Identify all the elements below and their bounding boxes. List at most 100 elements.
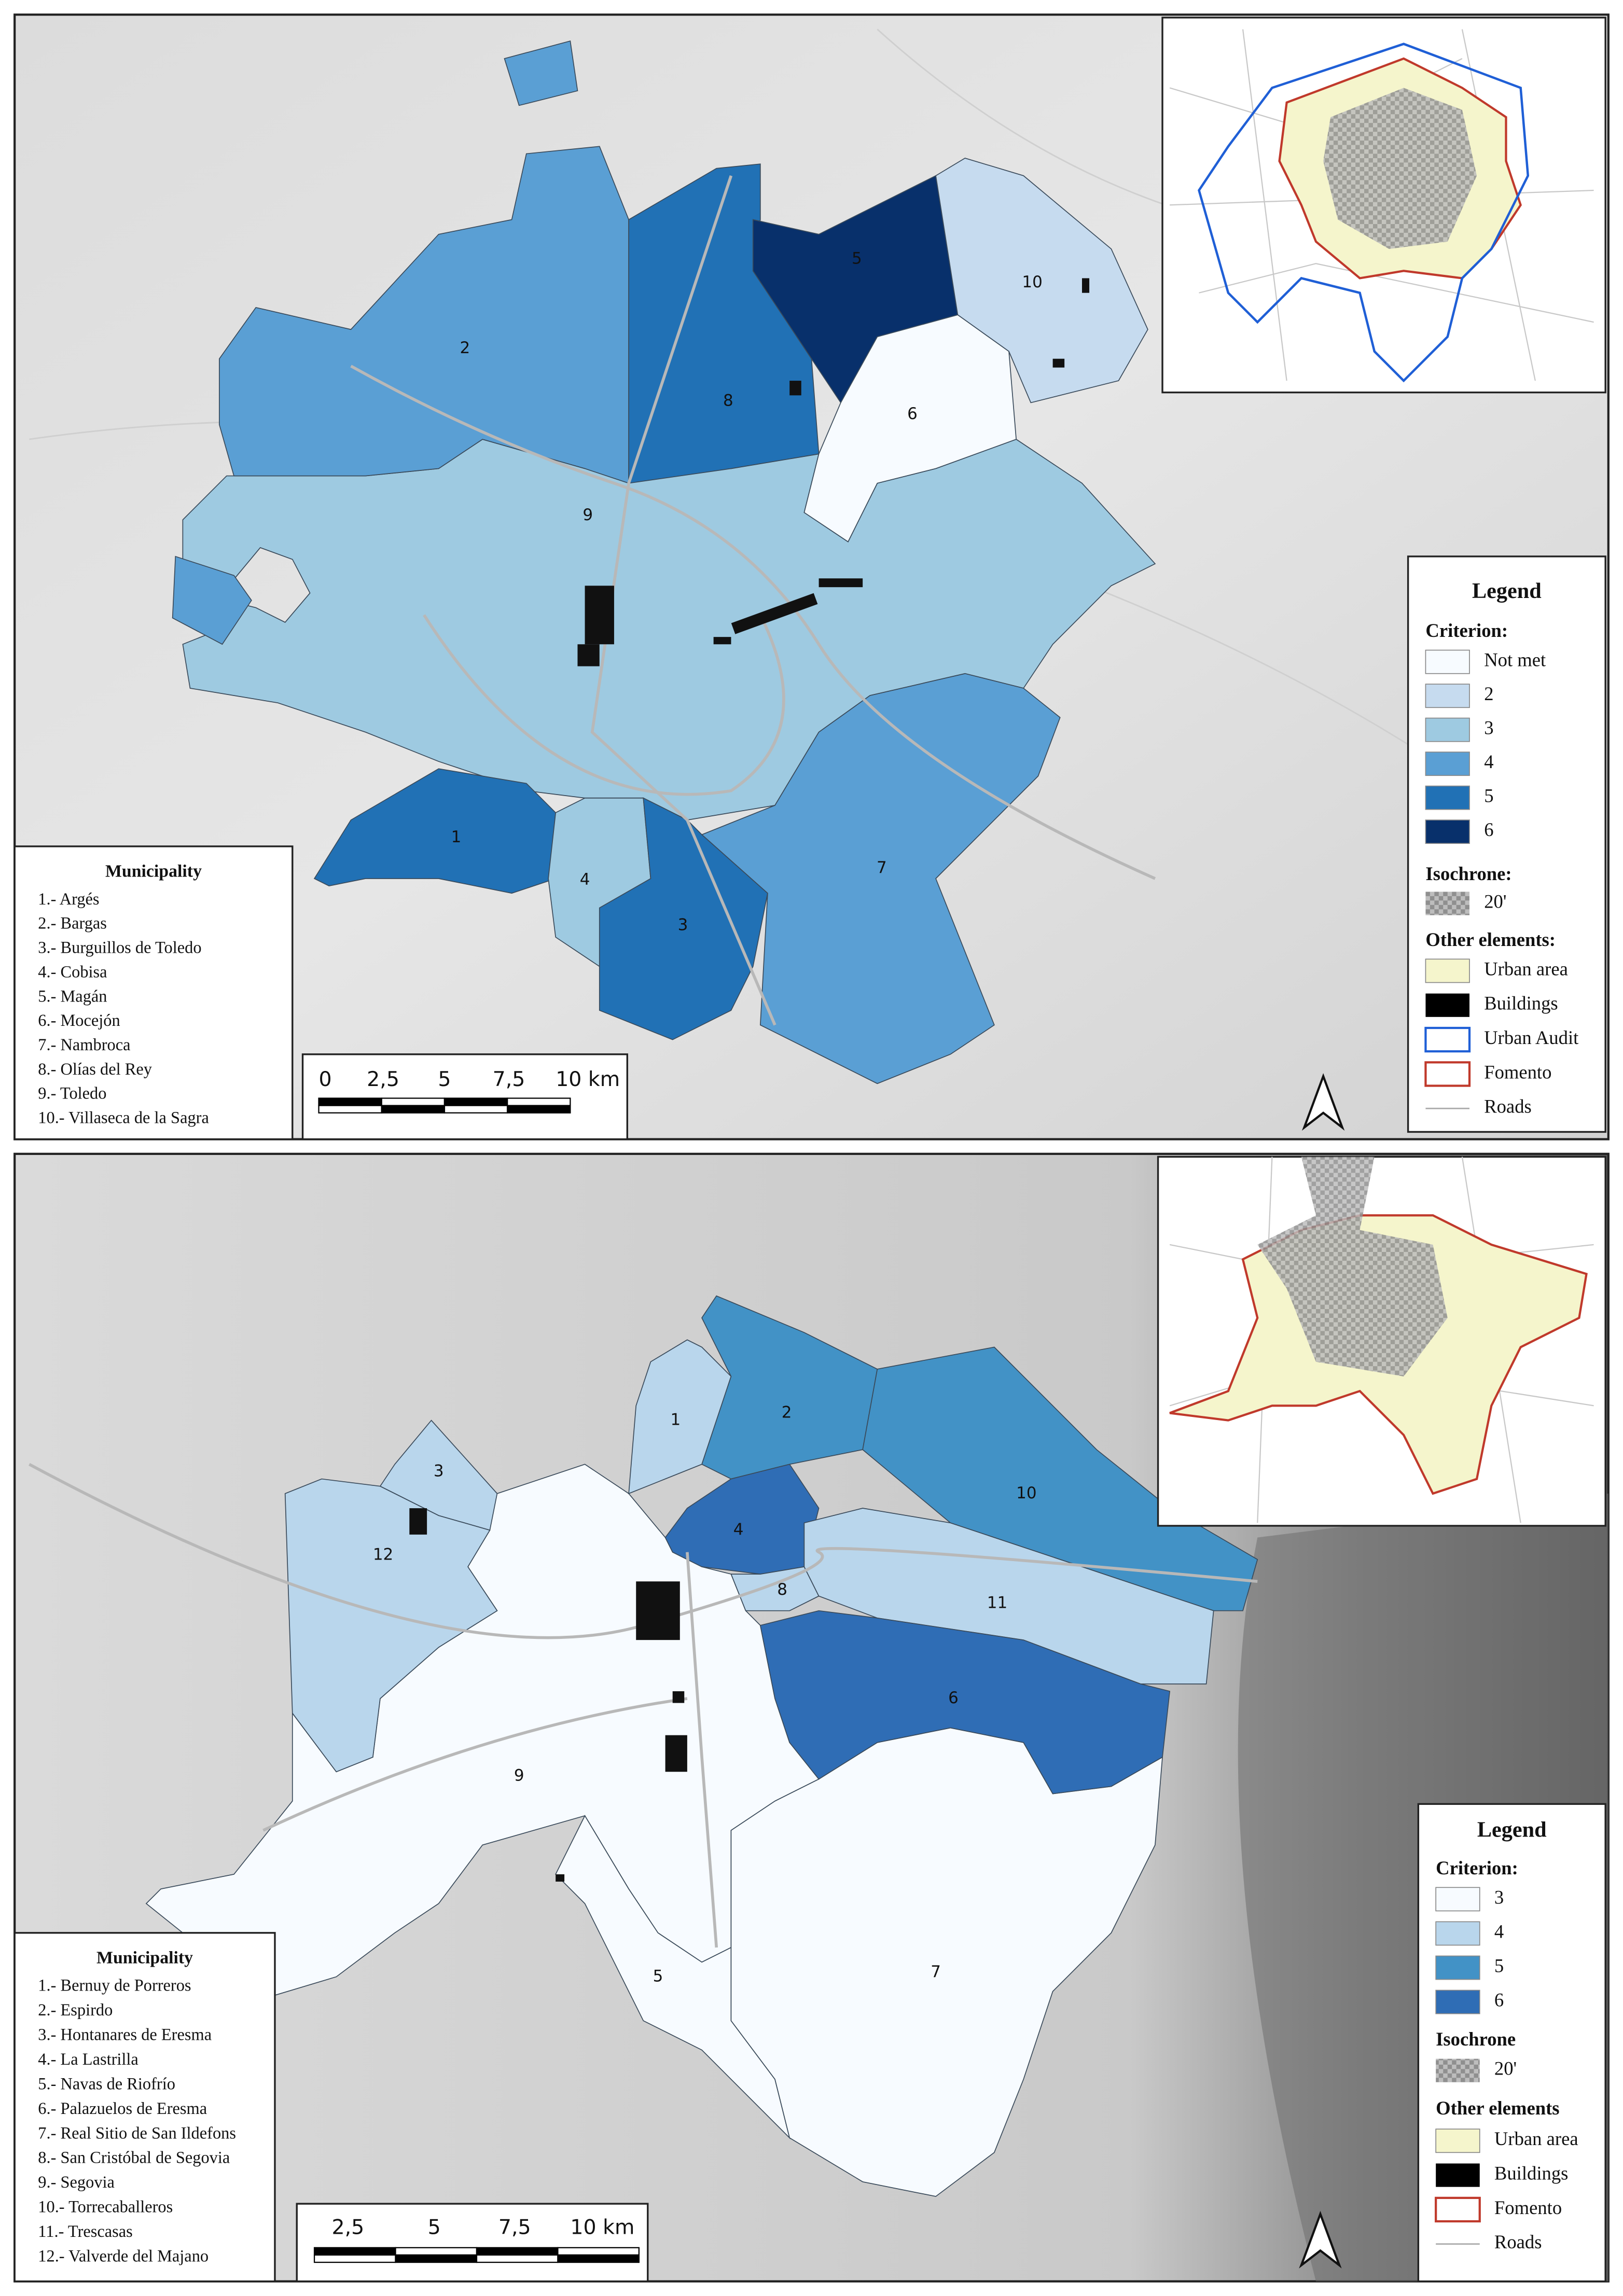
scale-bar bbox=[318, 1105, 382, 1114]
map-label: 9 bbox=[582, 506, 593, 524]
legend-swatch bbox=[1425, 649, 1470, 674]
municipality-item: 5.- Navas de Riofrío bbox=[38, 2075, 175, 2093]
scale-bar bbox=[381, 1105, 446, 1114]
road bbox=[350, 365, 1156, 880]
legend-item: Roads bbox=[1484, 1096, 1532, 1117]
map-label: 2 bbox=[460, 339, 470, 357]
legend-item: Buildings bbox=[1484, 993, 1558, 1014]
map-panel: 1 2 3 4 5 6 7 8 9 10 Municipality 1.- Argés 2.- Barg… bbox=[13, 13, 1610, 1140]
scale-bar bbox=[313, 2247, 396, 2256]
legend-item: Not met bbox=[1484, 649, 1546, 671]
legend-swatch bbox=[1435, 1989, 1480, 2014]
legend-item: Buildings bbox=[1494, 2162, 1568, 2183]
map-label: 3 bbox=[678, 915, 688, 934]
municipality-area bbox=[759, 1610, 1171, 1794]
scale-label: 5 bbox=[438, 1067, 451, 1091]
scale-box bbox=[301, 1053, 629, 1140]
legend-title: Legend bbox=[1477, 1818, 1547, 1842]
municipality-item: 7.- Real Sitio de San Ildefons bbox=[38, 2124, 236, 2142]
legend-section: Other elements bbox=[1436, 2097, 1559, 2119]
legend-item: 3 bbox=[1484, 717, 1493, 739]
legend-item: Urban area bbox=[1484, 958, 1568, 979]
legend-swatch bbox=[1435, 1921, 1480, 1946]
municipality-item: 6.- Palazuelos de Eresma bbox=[38, 2099, 207, 2118]
map-label: 4 bbox=[733, 1520, 744, 1539]
municipality-area bbox=[701, 1295, 878, 1480]
legend-swatch bbox=[1436, 2163, 1480, 2187]
scale-label: 7,5 bbox=[498, 2216, 531, 2239]
legend-swatch bbox=[1425, 819, 1470, 844]
map-label: 8 bbox=[723, 392, 733, 410]
municipality-item: 8.- San Cristóbal de Segovia bbox=[38, 2149, 230, 2167]
municipality-item: 1.- Argés bbox=[38, 890, 99, 909]
legend-swatch bbox=[1425, 717, 1470, 742]
scale-bar bbox=[443, 1105, 508, 1114]
scale-bar bbox=[395, 2254, 478, 2263]
legend-swatch bbox=[1435, 1887, 1480, 1912]
map-label: 6 bbox=[948, 1689, 959, 1707]
north-arrow bbox=[1299, 2210, 1342, 2269]
municipality-box bbox=[13, 845, 294, 1140]
municipality-item: 12.- Valverde del Majano bbox=[38, 2247, 209, 2265]
legend-item: Urban Audit bbox=[1484, 1027, 1578, 1048]
municipality-item: 4.- La Lastrilla bbox=[38, 2050, 138, 2069]
scale-bar bbox=[395, 2247, 478, 2256]
scale-label: 2,5 bbox=[367, 1067, 399, 1091]
road bbox=[262, 1552, 718, 1948]
legend-item: 5 bbox=[1494, 1955, 1504, 1976]
buildings bbox=[409, 1508, 687, 1882]
municipality-area bbox=[504, 40, 578, 106]
scale-bar bbox=[557, 2254, 640, 2263]
road bbox=[590, 175, 776, 1026]
municipality-item: 4.- Cobisa bbox=[38, 963, 107, 981]
municipality-area bbox=[172, 555, 252, 645]
scale-bar bbox=[318, 1097, 382, 1106]
map-label: 8 bbox=[777, 1580, 787, 1599]
inset-map bbox=[1161, 17, 1606, 394]
map-label: 2 bbox=[782, 1403, 792, 1422]
map-label: 5 bbox=[852, 249, 862, 268]
municipality-area bbox=[803, 314, 1017, 542]
municipality-item: 8.- Olías del Rey bbox=[38, 1060, 152, 1079]
scale-bar bbox=[313, 2254, 396, 2263]
map-label: 9 bbox=[514, 1766, 524, 1785]
municipality-area bbox=[701, 673, 1061, 1084]
scale-label: 2,5 bbox=[332, 2216, 365, 2239]
legend-swatch bbox=[1435, 1955, 1480, 1980]
legend-section: Criterion: bbox=[1436, 1857, 1518, 1878]
legend-section: Isochrone: bbox=[1425, 863, 1511, 884]
municipality-item: 9.- Toledo bbox=[38, 1084, 106, 1103]
municipality-item: 5.- Magán bbox=[38, 987, 107, 1006]
map-label: 1 bbox=[670, 1411, 681, 1429]
legend-swatch bbox=[1435, 2196, 1481, 2223]
map-label: 4 bbox=[580, 870, 590, 889]
legend-section: Criterion: bbox=[1425, 620, 1508, 641]
legend-item: Urban area bbox=[1494, 2128, 1578, 2149]
municipality-item: 1.- Bernuy de Porreros bbox=[38, 1977, 191, 1995]
municipality-item: 2.- Espirdo bbox=[38, 2001, 113, 2020]
legend-title: Legend bbox=[1472, 579, 1542, 603]
legend-section: Other elements: bbox=[1425, 929, 1556, 950]
municipality-box bbox=[13, 1932, 276, 2283]
municipality-item: 6.- Mocejón bbox=[38, 1011, 120, 1030]
legend-swatch bbox=[1425, 684, 1470, 708]
municipality-item: 11.- Trescasas bbox=[38, 2222, 132, 2241]
legend-item: 5 bbox=[1484, 785, 1493, 806]
scale-bar bbox=[507, 1105, 571, 1114]
municipality-item: 3.- Burguillos de Toledo bbox=[38, 939, 201, 957]
map-label: 10 bbox=[1016, 1484, 1036, 1502]
scale-bar bbox=[381, 1097, 446, 1106]
legend-swatch bbox=[1425, 785, 1470, 810]
scale-bar bbox=[476, 2254, 559, 2263]
map-label: 7 bbox=[877, 858, 887, 877]
scale-label: 10 km bbox=[556, 1067, 620, 1091]
legend-swatch bbox=[1425, 892, 1470, 915]
scale-label: 7,5 bbox=[493, 1067, 525, 1091]
north-arrow bbox=[1301, 1073, 1345, 1131]
legend-swatch bbox=[1436, 2058, 1480, 2082]
map-label: 1 bbox=[451, 828, 462, 846]
scale-box bbox=[296, 2203, 649, 2283]
inset-map bbox=[1157, 1156, 1606, 1527]
legend-item: Fomento bbox=[1484, 1061, 1551, 1082]
